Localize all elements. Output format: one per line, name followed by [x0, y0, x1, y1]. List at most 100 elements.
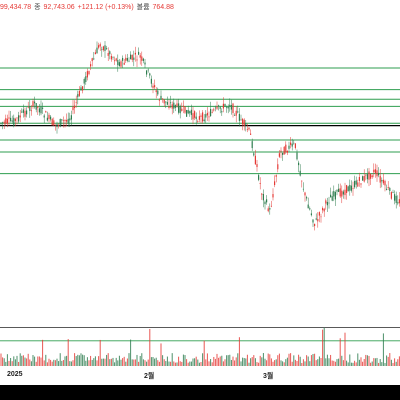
- candle-body: [197, 121, 199, 122]
- candle-body: [6, 118, 8, 124]
- volume-bar: [219, 356, 221, 366]
- candle-body: [314, 223, 316, 227]
- candle-body: [219, 107, 221, 109]
- candle-body: [315, 218, 317, 220]
- candle-body: [133, 57, 135, 60]
- volume-bar: [197, 359, 199, 366]
- candle-body: [26, 110, 28, 115]
- candle-body: [138, 51, 140, 55]
- volume-bar: [264, 358, 266, 366]
- candle-body: [11, 120, 13, 122]
- volume-bar: [125, 361, 127, 366]
- candle-body: [235, 110, 237, 116]
- candle-body: [152, 85, 154, 88]
- volume-bar: [250, 358, 252, 366]
- volume-bar: [56, 358, 58, 366]
- legend-volume-label: 볼륨: [136, 4, 150, 11]
- volume-bar: [232, 356, 234, 366]
- volume-bar: [186, 359, 188, 366]
- candle-body: [37, 106, 39, 108]
- candle-body: [120, 61, 122, 67]
- candle-body: [43, 115, 45, 118]
- candle-body: [165, 101, 167, 103]
- volume-bar: [397, 359, 399, 366]
- volume-bar: [360, 357, 362, 366]
- volume-bar: [83, 355, 85, 366]
- candle-body: [147, 69, 149, 71]
- candle-body: [376, 170, 378, 177]
- candle-body: [174, 105, 176, 108]
- candle-body: [262, 194, 264, 201]
- volume-bar: [328, 358, 330, 366]
- volume-bar: [243, 358, 245, 366]
- candle-body: [134, 52, 136, 55]
- volume-bar: [144, 360, 146, 366]
- candle-body: [330, 194, 332, 198]
- candle-body: [59, 119, 61, 127]
- volume-bar: [205, 359, 207, 366]
- x-tick-label: 3월: [263, 373, 274, 380]
- volume-bar: [168, 361, 170, 366]
- candle-body: [179, 106, 181, 114]
- volume-bar: [11, 361, 13, 366]
- candle-body: [251, 141, 253, 149]
- volume-bar: [272, 361, 274, 366]
- volume-bar: [147, 359, 149, 366]
- candle-body: [382, 179, 384, 184]
- volume-bar: [346, 360, 348, 366]
- volume-bar: [293, 355, 295, 366]
- volume-bar: [53, 359, 55, 366]
- volume-bar: [14, 359, 16, 366]
- volume-bar: [75, 356, 77, 366]
- volume-bar: [317, 359, 319, 366]
- volume-bar: [198, 362, 200, 366]
- candle-body: [230, 105, 232, 110]
- candle-body: [274, 181, 276, 186]
- candle-body: [67, 118, 69, 124]
- volume-bar: [350, 362, 352, 366]
- candle-body: [387, 187, 389, 189]
- candle-body: [45, 111, 47, 113]
- candle-body: [88, 71, 90, 75]
- candle-body: [304, 192, 306, 196]
- candle-body: [190, 109, 192, 115]
- candle-body: [146, 70, 148, 75]
- candle-body: [22, 109, 24, 113]
- candle-body: [32, 101, 34, 107]
- volume-bar: [291, 361, 293, 366]
- candle-body: [294, 143, 296, 148]
- volume-bar: [235, 357, 237, 366]
- candle-body: [331, 196, 333, 201]
- candle-body: [285, 144, 287, 153]
- candle-body: [126, 58, 128, 61]
- candle-body: [78, 91, 80, 96]
- volume-bar: [355, 362, 357, 366]
- volume-bar: [202, 353, 204, 366]
- volume-bar: [189, 361, 191, 366]
- candle-body: [355, 180, 357, 185]
- legend-volume-value: 764.88: [152, 4, 174, 11]
- candle-body: [288, 145, 290, 149]
- volume-bar: [386, 355, 388, 366]
- volume-bar: [389, 353, 391, 366]
- volume-bar: [64, 356, 66, 366]
- volume-bar: [138, 361, 140, 366]
- volume-bar: [184, 355, 186, 366]
- candle-body: [173, 102, 175, 109]
- candle-body: [80, 87, 82, 91]
- candle-body: [306, 197, 308, 199]
- volume-bar: [142, 359, 144, 366]
- candle-body: [347, 186, 349, 192]
- candle-body: [237, 111, 239, 113]
- volume-bar: [21, 355, 23, 366]
- time-axis[interactable]: [0, 367, 400, 385]
- volume-bar: [229, 354, 231, 366]
- volume-bar: [50, 359, 52, 366]
- volume-bar: [182, 354, 184, 366]
- candle-body: [3, 121, 5, 124]
- volume-bar: [190, 361, 192, 366]
- volume-bar: [234, 360, 236, 366]
- candle-body: [254, 155, 256, 165]
